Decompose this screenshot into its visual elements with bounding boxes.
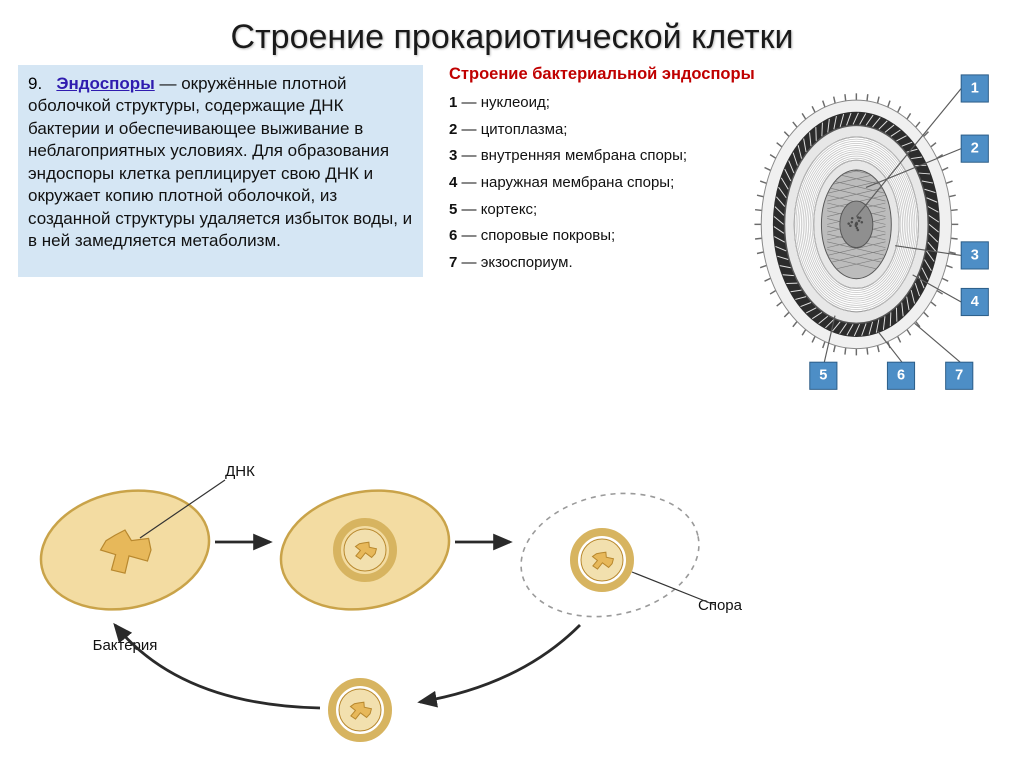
- svg-text:2: 2: [971, 141, 979, 157]
- legend-text: цитоплазма;: [481, 121, 568, 138]
- content-row: 9. Эндоспоры — окружённые плотной оболоч…: [0, 65, 1024, 277]
- dna-label: ДНК: [225, 463, 255, 480]
- legend-text: наружная мембрана споры;: [481, 174, 675, 191]
- definition-panel: 9. Эндоспоры — окружённые плотной оболоч…: [18, 65, 423, 277]
- callout-box: 2: [961, 135, 988, 162]
- svg-text:3: 3: [971, 247, 979, 263]
- page-title: Строение прокариотической клетки: [0, 0, 1024, 65]
- legend-text: кортекс;: [481, 201, 538, 218]
- definition-body: окружённые плотной оболочкой струк­туры,…: [28, 74, 412, 250]
- spore: [571, 529, 633, 591]
- svg-text:4: 4: [971, 294, 980, 310]
- sporulation-cycle-diagram: Бактерия ДНК Спора: [20, 460, 760, 750]
- legend-text: нуклеоид;: [481, 94, 550, 111]
- lysing-cell: [509, 478, 710, 633]
- arrow: [420, 625, 580, 702]
- spore: [329, 679, 391, 741]
- endospore-diagram: 1 2 3 4 5 6 7: [738, 71, 998, 401]
- definition-term: Эндоспоры: [56, 74, 154, 93]
- svg-text:5: 5: [819, 368, 827, 384]
- definition-number: 9.: [28, 74, 42, 93]
- callout-box: 1: [961, 75, 988, 102]
- legend-text: экзоспориум.: [481, 254, 573, 271]
- cell-with-spore: [270, 476, 460, 625]
- callout-box: 3: [961, 242, 988, 269]
- callout-box: 4: [961, 288, 988, 315]
- spore-lead: [632, 572, 715, 605]
- spore-label: Спора: [698, 597, 743, 614]
- legend-text: споровые покровы;: [481, 227, 616, 244]
- legend-text: внутренняя мембрана споры;: [481, 147, 687, 164]
- svg-text:7: 7: [955, 368, 963, 384]
- right-panel: Строение бактериальной эндоспоры 1 — нук…: [439, 65, 1006, 277]
- definition-dash: —: [159, 74, 181, 93]
- nucleoid: [840, 201, 873, 248]
- callout-box: 6: [887, 362, 914, 389]
- bacterium-label: Бактерия: [93, 637, 158, 654]
- svg-text:1: 1: [971, 80, 979, 96]
- callout-box: 5: [810, 362, 837, 389]
- svg-text:6: 6: [897, 368, 905, 384]
- lead-line: [915, 323, 961, 362]
- bacterium-cell: [30, 476, 220, 625]
- callout-box: 7: [946, 362, 973, 389]
